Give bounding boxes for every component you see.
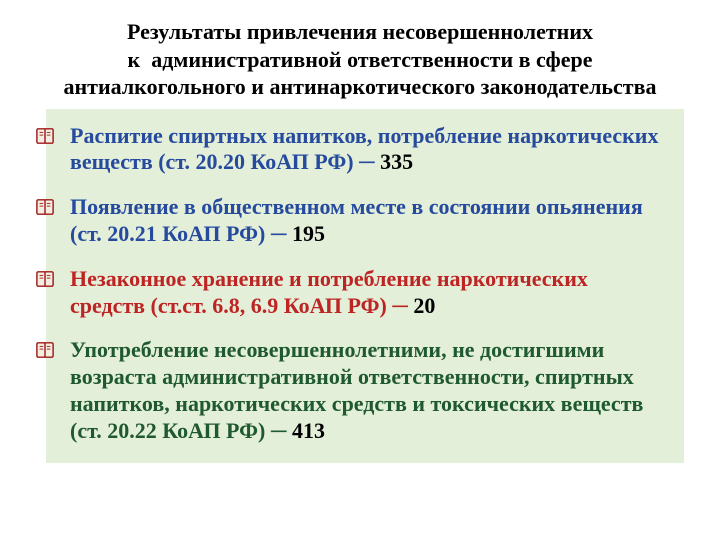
content-box: Распитие спиртных напитков, потребление … (46, 109, 684, 463)
book-bullet-icon (36, 341, 54, 359)
list-item: Появление в общественном месте в состоян… (64, 194, 666, 248)
item-description: Употребление несовершеннолетними, не дос… (70, 337, 643, 442)
list-item: Распитие спиртных напитков, потребление … (64, 123, 666, 177)
item-text: Распитие спиртных напитков, потребление … (70, 123, 666, 177)
list-item: Незаконное хранение и потребление наркот… (64, 266, 666, 320)
book-bullet-icon (36, 270, 54, 288)
title-line-3: антиалкогольного и антинаркотического за… (20, 73, 700, 101)
list-item: Употребление несовершеннолетними, не дос… (64, 337, 666, 444)
item-text: Незаконное хранение и потребление наркот… (70, 266, 666, 320)
item-description: Незаконное хранение и потребление наркот… (70, 266, 588, 318)
book-bullet-icon (36, 198, 54, 216)
title-line-1: Результаты привлечения несовершеннолетни… (20, 18, 700, 46)
book-bullet-icon (36, 127, 54, 145)
item-description: Распитие спиртных напитков, потребление … (70, 123, 658, 175)
item-number: 20 (413, 293, 435, 318)
slide-title: Результаты привлечения несовершеннолетни… (0, 18, 720, 101)
item-number: 413 (292, 418, 325, 443)
slide: Результаты привлечения несовершеннолетни… (0, 0, 720, 540)
item-number: 335 (380, 149, 413, 174)
item-number: 195 (292, 221, 325, 246)
title-line-2: к административной ответственности в сфе… (20, 46, 700, 74)
item-description: Появление в общественном месте в состоян… (70, 194, 643, 246)
item-text: Появление в общественном месте в состоян… (70, 194, 666, 248)
item-text: Употребление несовершеннолетними, не дос… (70, 337, 666, 444)
